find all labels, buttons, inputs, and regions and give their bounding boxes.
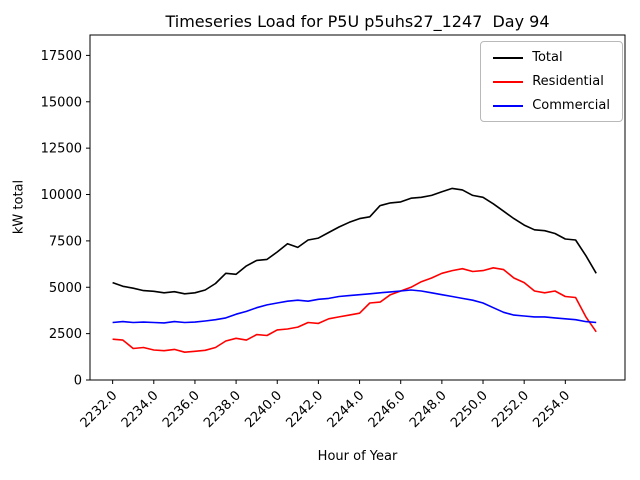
x-tick-label: 2250.0	[448, 388, 491, 431]
legend-line-commercial-icon	[493, 104, 524, 107]
y-axis-label: kW total	[11, 179, 27, 235]
legend-label-residential: Residential	[532, 74, 604, 89]
x-tick-label: 2252.0	[489, 388, 532, 431]
legend-line-residential-icon	[493, 80, 524, 83]
x-axis-label: Hour of Year	[317, 449, 398, 464]
x-tick-label: 2244.0	[325, 388, 368, 431]
legend-line-total-icon	[493, 56, 524, 59]
legend: Total Residential Commercial	[480, 41, 623, 122]
x-tick-label: 2254.0	[530, 388, 573, 431]
y-tick-label: 10000	[41, 188, 82, 203]
x-tick-label: 2240.0	[242, 388, 285, 431]
y-tick-label: 12500	[41, 142, 82, 157]
legend-item-residential: Residential	[493, 74, 610, 89]
series-line-total	[112, 187, 597, 295]
series-line-commercial	[112, 289, 597, 324]
legend-item-total: Total	[493, 50, 610, 65]
y-tick-label: 0	[74, 374, 82, 389]
y-tick-label: 15000	[41, 95, 82, 110]
y-tick-label: 7500	[49, 234, 82, 249]
x-tick-label: 2236.0	[160, 388, 203, 431]
y-tick-label: 17500	[41, 49, 82, 64]
series-line-residential	[112, 266, 597, 354]
legend-label-total: Total	[532, 50, 563, 65]
legend-item-commercial: Commercial	[493, 98, 610, 113]
chart-title: Timeseries Load for P5U p5uhs27_1247 Day…	[165, 12, 550, 31]
y-tick-label: 5000	[49, 281, 82, 296]
x-tick-label: 2248.0	[407, 388, 450, 431]
x-tick-label: 2232.0	[78, 388, 121, 431]
x-tick-label: 2242.0	[283, 388, 326, 431]
x-tick-label: 2234.0	[119, 388, 162, 431]
x-tick-label: 2238.0	[201, 388, 244, 431]
legend-label-commercial: Commercial	[532, 98, 610, 113]
y-tick-label: 2500	[49, 327, 82, 342]
axes-box	[89, 34, 626, 381]
x-tick-label: 2246.0	[366, 388, 409, 431]
